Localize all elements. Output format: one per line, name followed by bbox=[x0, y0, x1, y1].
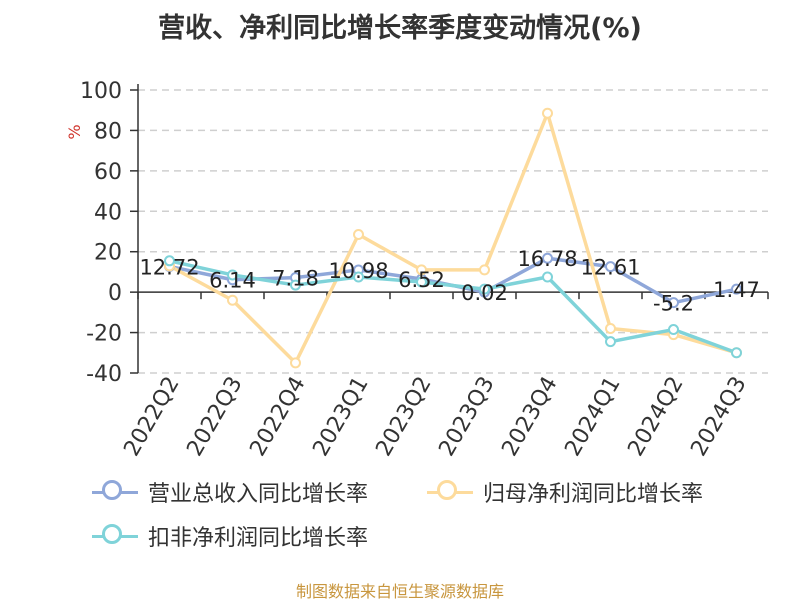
x-tick-label: 2023Q3 bbox=[434, 373, 499, 461]
data-source-note: 制图数据来自恒生聚源数据库 bbox=[295, 582, 504, 601]
x-tick-label: 2022Q2 bbox=[119, 373, 184, 461]
data-point bbox=[227, 269, 238, 281]
y-tick-label: 60 bbox=[94, 160, 122, 185]
data-point bbox=[542, 271, 553, 283]
data-label: 6.52 bbox=[398, 268, 445, 292]
data-point bbox=[353, 229, 364, 241]
y-tick-label: -20 bbox=[86, 322, 122, 347]
y-tick-label: 40 bbox=[94, 200, 122, 225]
data-label: 0.02 bbox=[461, 281, 508, 305]
data-point bbox=[290, 279, 301, 291]
data-label: -5.2 bbox=[653, 292, 694, 316]
data-label: 12.61 bbox=[580, 256, 640, 280]
legend-label: 扣非净利润同比增长率 bbox=[148, 526, 369, 551]
legend-item[interactable]: 扣非净利润同比增长率 bbox=[92, 520, 368, 552]
data-label: 1.47 bbox=[713, 278, 760, 302]
x-tick-label: 2023Q4 bbox=[497, 373, 562, 461]
data-point bbox=[542, 252, 553, 264]
data-point bbox=[731, 347, 742, 359]
y-tick-label: 20 bbox=[94, 241, 122, 266]
x-tick-label: 2023Q1 bbox=[308, 373, 373, 461]
data-point bbox=[353, 271, 364, 283]
data-point bbox=[605, 261, 616, 273]
data-point bbox=[542, 107, 553, 119]
data-point bbox=[416, 276, 427, 288]
legend-label: 营业总收入同比增长率 bbox=[148, 482, 369, 507]
x-tick-label: 2022Q4 bbox=[245, 373, 310, 461]
data-label: 16.78 bbox=[517, 247, 577, 271]
x-tick-label: 2022Q3 bbox=[182, 373, 247, 461]
x-tick-label: 2024Q3 bbox=[686, 373, 751, 461]
y-axis-label: % bbox=[65, 124, 84, 139]
x-tick-label: 2024Q1 bbox=[560, 373, 625, 461]
series-line-3 bbox=[169, 259, 738, 355]
data-point bbox=[605, 336, 616, 348]
data-point bbox=[668, 297, 679, 309]
y-tick-label: 80 bbox=[94, 119, 122, 144]
data-point bbox=[164, 255, 175, 267]
series-line-2 bbox=[168, 111, 737, 365]
chart-title: 营收、净利同比增长率季度变动情况(%) bbox=[158, 13, 642, 44]
data-point bbox=[731, 283, 742, 295]
legend-swatch-icon bbox=[92, 521, 138, 551]
y-tick-label: -40 bbox=[86, 362, 122, 387]
x-tick-label: 2023Q2 bbox=[371, 373, 436, 461]
data-point bbox=[605, 323, 616, 335]
data-point bbox=[479, 283, 490, 295]
legend-swatch-icon bbox=[427, 477, 473, 507]
legend-label: 归母净利润同比增长率 bbox=[483, 482, 704, 507]
data-point bbox=[290, 357, 301, 369]
data-label: 6.14 bbox=[209, 269, 256, 293]
data-label: 12.72 bbox=[139, 255, 199, 279]
y-tick-label: 0 bbox=[108, 281, 122, 306]
data-point bbox=[479, 264, 490, 276]
legend-swatch-icon bbox=[92, 477, 138, 507]
y-tick-label: 100 bbox=[80, 79, 122, 104]
legend-item[interactable]: 归母净利润同比增长率 bbox=[427, 476, 703, 508]
x-tick-label: 2024Q2 bbox=[623, 373, 688, 461]
data-point bbox=[416, 264, 427, 276]
legend-item[interactable]: 营业总收入同比增长率 bbox=[92, 476, 368, 508]
data-point bbox=[668, 324, 679, 336]
data-point bbox=[227, 294, 238, 306]
data-label: 7.18 bbox=[272, 267, 319, 291]
data-label: 10.98 bbox=[328, 259, 388, 283]
